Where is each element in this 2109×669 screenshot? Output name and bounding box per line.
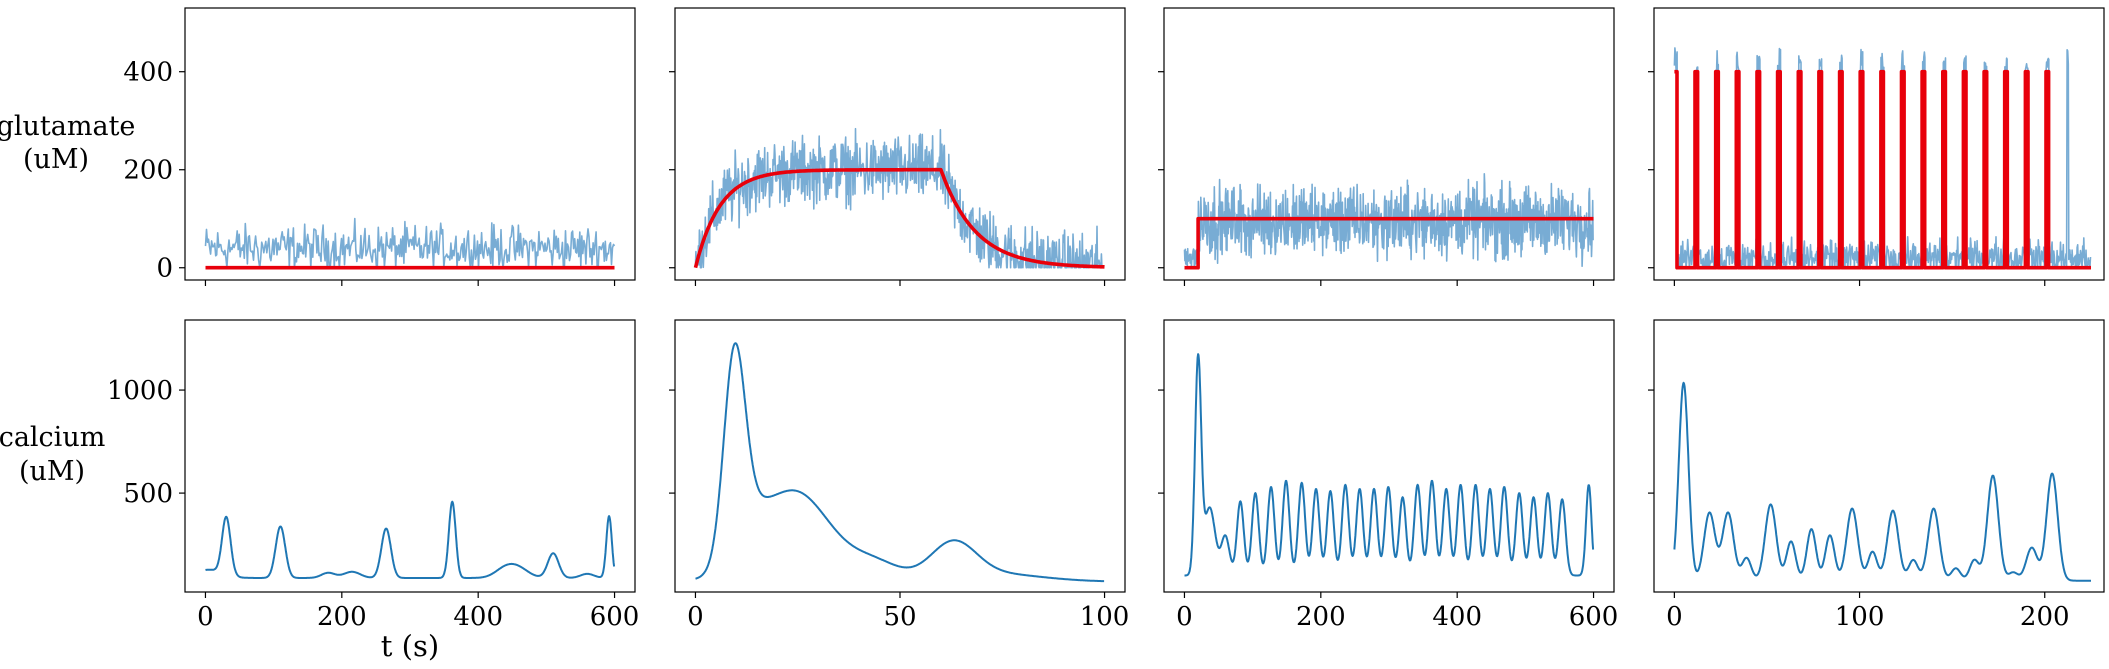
x-tick-label: 600 (590, 602, 640, 632)
axes-frame (1163, 319, 1615, 593)
calcium-line (204, 500, 616, 579)
subplot-r0-c2 (1158, 7, 1615, 286)
plot-area (204, 500, 616, 579)
y-tick-label: 400 (123, 58, 173, 88)
subplot-r0-c3 (1648, 7, 2105, 286)
x-axis-title: t (s) (381, 629, 439, 663)
row-label-calcium-line1: calcium (0, 422, 105, 453)
subplot-r1-c3: 0 100 200 (1648, 319, 2105, 632)
y-tick-label: 200 (123, 156, 173, 186)
plot-area (693, 127, 1106, 269)
x-tick-label: 400 (1432, 602, 1482, 632)
plot-area (1183, 353, 1595, 577)
x-tick-label: 200 (2020, 602, 2070, 632)
row-label-calcium-line2: (uM) (19, 456, 85, 487)
plot-area (694, 342, 1105, 583)
axes-frame (674, 319, 1126, 593)
subplot-r1-c2: 0 200 400 600 (1158, 319, 1619, 632)
y-tick-label: 1000 (107, 376, 173, 406)
plot-area (1673, 47, 2092, 270)
x-tick-label: 200 (1296, 602, 1346, 632)
calcium-line (694, 342, 1105, 583)
x-tick-label: 100 (1080, 602, 1130, 632)
y-tick-label: 0 (156, 254, 173, 284)
axes-frame (1163, 7, 1615, 281)
y-tick-label: 500 (123, 479, 173, 509)
glutamate-input-line (1674, 69, 2091, 270)
axes-frame (184, 319, 636, 593)
axes-frame (1653, 319, 2105, 593)
row-label-calcium: calcium (uM) (0, 422, 105, 487)
x-tick-label: 100 (1835, 602, 1885, 632)
subplot-r0-c0: 0 200 400 (123, 7, 636, 286)
axes-frame (184, 7, 636, 281)
noisy-glutamate-line (694, 127, 1105, 269)
glutamate-input-line (693, 167, 1106, 269)
row-label-glutamate-line2: (uM) (23, 144, 89, 175)
x-tick-label: 50 (883, 602, 916, 632)
calcium-line (1673, 381, 2092, 582)
x-tick-label: 0 (687, 602, 704, 632)
x-tick-label: 200 (317, 602, 367, 632)
plot-area (1183, 173, 1594, 270)
x-tick-label: 400 (453, 602, 503, 632)
glutamate-input-line (1184, 216, 1594, 270)
axes-frame (1653, 7, 2105, 281)
plot-area (1673, 381, 2092, 582)
subplot-r0-c1 (669, 7, 1126, 286)
x-tick-label: 0 (1176, 602, 1193, 632)
noisy-glutamate-line (204, 217, 616, 269)
subplot-r1-c0: 0 200 400 600 500 1000 (107, 319, 640, 632)
axes-frame (674, 7, 1126, 281)
x-tick-label: 0 (197, 602, 214, 632)
plot-area (204, 217, 616, 270)
subplot-r1-c1: 0 50 100 (669, 319, 1130, 632)
x-tick-label: 600 (1569, 602, 1619, 632)
calcium-line (1183, 353, 1595, 577)
x-tick-label: 0 (1666, 602, 1683, 632)
row-label-glutamate: glutamate (uM) (0, 111, 135, 175)
row-label-glutamate-line1: glutamate (0, 111, 135, 142)
